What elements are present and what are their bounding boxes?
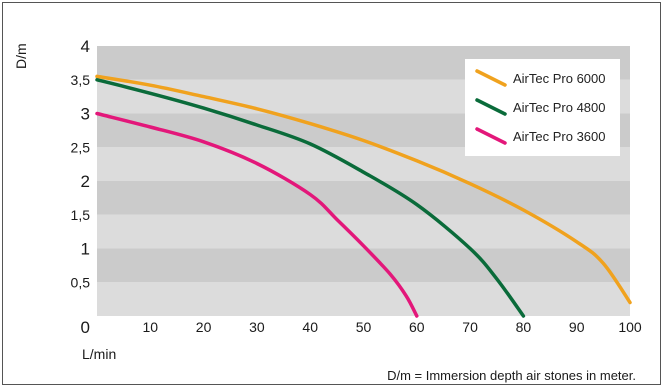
y-axis-label: D/m xyxy=(13,43,29,69)
legend-label: AirTec Pro 4800 xyxy=(513,100,606,115)
y-tick-label: 3,5 xyxy=(71,72,91,88)
grid-band xyxy=(97,282,630,316)
x-tick-label: 60 xyxy=(409,319,425,335)
series-line-3 xyxy=(95,111,419,318)
legend-label: AirTec Pro 3600 xyxy=(513,129,606,144)
series-lines xyxy=(95,74,632,318)
legend-swatch xyxy=(475,69,507,87)
x-tick-label: 20 xyxy=(196,319,212,335)
footnote: D/m = Immersion depth air stones in mete… xyxy=(387,368,636,383)
x-tick-label: 90 xyxy=(569,319,585,335)
legend-swatch xyxy=(475,98,507,116)
x-tick-label: 50 xyxy=(356,319,372,335)
grid-band xyxy=(97,181,630,215)
y-tick-label: 3 xyxy=(81,105,90,124)
y-tick-label: 1,5 xyxy=(71,207,91,223)
x-tick-label: 100 xyxy=(618,319,642,335)
x-tick-label: 40 xyxy=(302,319,318,335)
legend: AirTec Pro 6000 AirTec Pro 4800 AirTec Pro… xyxy=(465,59,620,156)
legend-swatch xyxy=(475,127,507,145)
x-tick-label: 70 xyxy=(462,319,478,335)
grid-band xyxy=(97,248,630,283)
x-tick-label: 0 xyxy=(81,318,90,337)
y-tick-label: 4 xyxy=(81,37,90,56)
y-tick-label: 2 xyxy=(81,172,90,191)
y-tick-label: 2,5 xyxy=(71,139,91,155)
legend-label: AirTec Pro 6000 xyxy=(513,71,606,86)
x-tick-label: 80 xyxy=(516,319,532,335)
series-line-1 xyxy=(95,74,632,305)
x-axis-ticks: 0 10 20 30 40 50 60 70 80 90 100 xyxy=(81,318,642,337)
y-axis-ticks: 0,5 1 1,5 2 2,5 3 3,5 4 xyxy=(71,37,91,290)
x-tick-label: 30 xyxy=(249,319,265,335)
series-line-2 xyxy=(95,78,526,318)
x-axis-label: L/min xyxy=(82,346,116,362)
y-tick-label: 1 xyxy=(81,240,90,259)
y-tick-label: 0,5 xyxy=(71,274,91,290)
x-tick-label: 10 xyxy=(143,319,159,335)
